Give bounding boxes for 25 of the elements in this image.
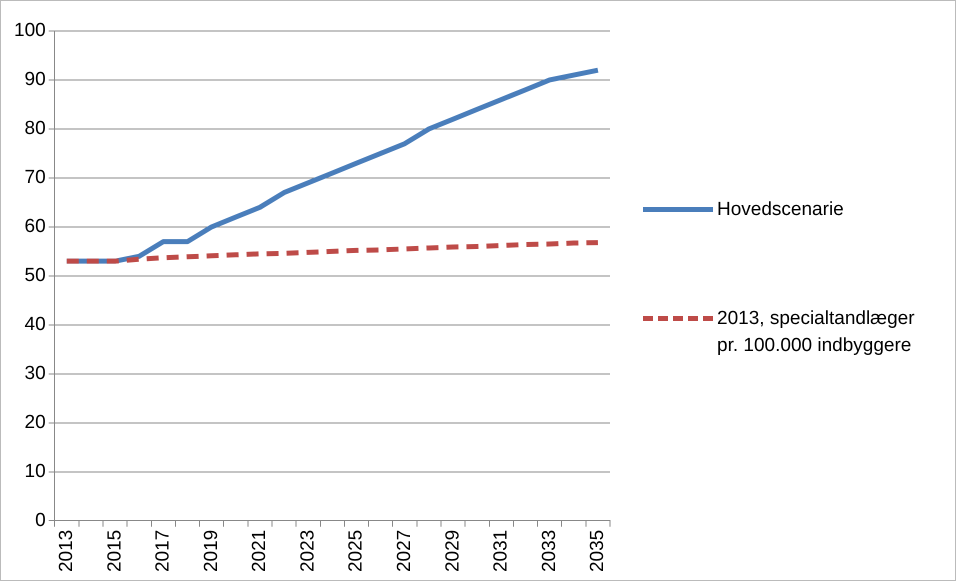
x-tick-label: 2035 — [587, 530, 608, 572]
y-tick-label: 30 — [24, 363, 46, 384]
x-tick-label: 2023 — [297, 530, 318, 572]
y-tick-label: 50 — [24, 265, 46, 286]
y-tick-label: 0 — [35, 510, 46, 531]
x-tick-label: 2021 — [249, 530, 270, 572]
y-tick-label: 100 — [14, 20, 46, 42]
y-tick-label: 90 — [24, 69, 46, 90]
y-tick-label: 40 — [24, 314, 46, 336]
x-tick-label: 2025 — [346, 530, 367, 572]
y-tick-label: 20 — [24, 412, 46, 434]
x-tick-label: 2033 — [538, 530, 560, 572]
x-tick-label: 2027 — [394, 530, 416, 572]
y-tick-label: 10 — [24, 460, 46, 482]
y-tick-label: 80 — [24, 118, 46, 140]
x-tick-label: 2031 — [490, 530, 512, 572]
x-tick-label: 2019 — [200, 530, 222, 572]
y-tick-label: 70 — [24, 167, 46, 188]
x-tick-label: 2015 — [104, 530, 126, 572]
x-tick-label: 2013 — [56, 530, 78, 572]
x-tick-label: 2017 — [152, 530, 174, 572]
y-tick-label: 60 — [24, 216, 46, 238]
legend-label: 2013, specialtandlæger pr. 100.000 indbyggere — [717, 307, 916, 358]
legend-label: Hovedscenarie — [717, 198, 845, 222]
x-tick-label: 2029 — [442, 530, 464, 572]
